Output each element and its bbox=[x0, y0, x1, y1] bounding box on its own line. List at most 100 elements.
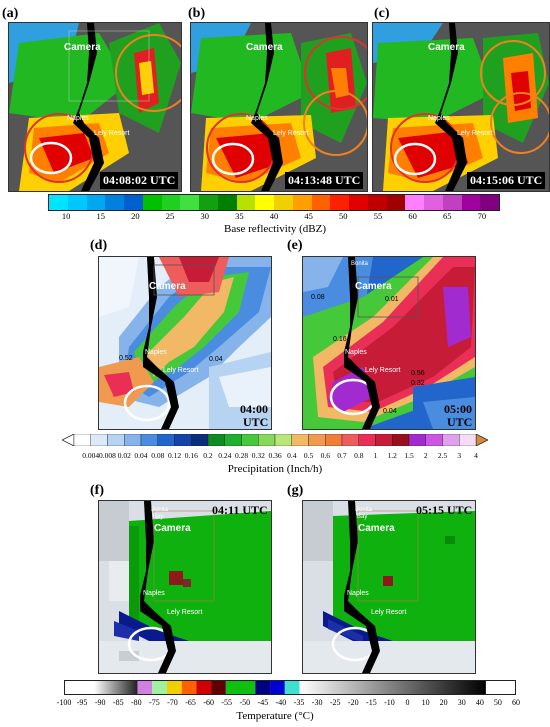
map-label-bonita-e: Bonita bbox=[351, 261, 369, 267]
map-label-lely-b: Lely Resort bbox=[273, 130, 308, 137]
precip-swatch bbox=[325, 434, 343, 446]
reflectivity-tick-label: 60 bbox=[408, 211, 417, 221]
reflectivity-tick-label: 50 bbox=[339, 211, 348, 221]
reflectivity-swatch bbox=[367, 195, 387, 210]
precip-swatch bbox=[73, 434, 91, 446]
map-label-bay-g: Bay bbox=[357, 514, 367, 520]
map-label-naples-g: Naples bbox=[347, 590, 369, 597]
timestamp-g: 05:15 UTC bbox=[416, 503, 473, 517]
precip-swatch bbox=[392, 434, 410, 446]
precip-tick-label: 0.04 bbox=[134, 451, 148, 460]
temp-band-navy bbox=[255, 681, 271, 694]
precip-tick-label: 0.08 bbox=[151, 451, 165, 460]
reflectivity-swatch bbox=[330, 195, 349, 210]
reflectivity-tick-label: 45 bbox=[304, 211, 313, 221]
reflectivity-swatch bbox=[461, 195, 481, 210]
map-label-camera-a: Camera bbox=[64, 42, 101, 53]
reflectivity-swatch bbox=[405, 195, 424, 210]
precip-swatch bbox=[358, 434, 376, 446]
precip-value-label: 0.16 bbox=[333, 336, 347, 343]
temp-band-darkred bbox=[211, 681, 226, 694]
temp-tick-label: -80 bbox=[130, 698, 142, 707]
reflectivity-tick-label: 65 bbox=[443, 211, 452, 221]
reflectivity-swatch bbox=[105, 195, 124, 210]
panel-label-e: (e) bbox=[287, 238, 303, 253]
reflectivity-swatch bbox=[67, 195, 87, 210]
precip-tick-label: 0.4 bbox=[287, 451, 297, 460]
map-label-naples-a: Naples bbox=[67, 115, 89, 122]
temp-tick-label: 20 bbox=[439, 698, 448, 707]
timestamp-e-line1: 05:00 bbox=[444, 402, 472, 416]
map-label-lely-f: Lely Resort bbox=[167, 609, 202, 616]
precip-swatch bbox=[140, 434, 158, 446]
precip-tick-label: 1 bbox=[373, 451, 378, 460]
temp-tick-label: -70 bbox=[167, 698, 178, 707]
reflectivity-swatch bbox=[255, 195, 274, 210]
timestamp-e-line2: UTC bbox=[447, 415, 473, 429]
precip-swatch bbox=[425, 434, 443, 446]
temp-tick-label: -95 bbox=[76, 698, 88, 707]
reflectivity-colorbar-title: Base reflectivity (dBZ) bbox=[223, 223, 327, 235]
map-label-naples-d: Naples bbox=[145, 349, 167, 356]
precip-tick-label: 0.32 bbox=[251, 451, 265, 460]
reflectivity-tick-label: 35 bbox=[235, 211, 244, 221]
temp-band-orange bbox=[181, 681, 197, 694]
temp-band-red bbox=[196, 681, 212, 694]
panel-label-d: (d) bbox=[90, 238, 108, 253]
temp-colorbar bbox=[64, 680, 516, 695]
radar-panel-b: Camera Naples Lely Resort bbox=[190, 22, 368, 192]
timestamp-a: 04:08:02 UTC bbox=[100, 172, 179, 189]
precip-tick-label: 4 bbox=[474, 451, 478, 460]
temp-tick-label: 50 bbox=[493, 698, 502, 707]
temp-tick-label: -45 bbox=[257, 698, 269, 707]
precip-swatch bbox=[124, 434, 142, 446]
map-label-naples-e: Naples bbox=[345, 349, 367, 356]
map-label-camera-g: Camera bbox=[358, 523, 395, 534]
reflectivity-swatch bbox=[124, 195, 143, 210]
precip-swatch bbox=[207, 434, 225, 446]
temp-tick-label: -55 bbox=[221, 698, 233, 707]
temp-tick-label: -30 bbox=[311, 698, 323, 707]
temp-colorbar-title: Temperature (°C) bbox=[236, 710, 314, 722]
temp-band-cyan bbox=[284, 681, 300, 694]
map-label-bonita-f: Bonita bbox=[151, 507, 169, 513]
precip-tick-label: 2 bbox=[423, 451, 428, 460]
temp-tick-label: -85 bbox=[112, 698, 124, 707]
temp-band-gray-cold bbox=[94, 681, 138, 694]
temp-band-purple bbox=[137, 681, 153, 694]
precip-value-label: 0.01 bbox=[385, 296, 399, 303]
map-label-camera-c: Camera bbox=[428, 42, 465, 53]
reflectivity-tick-label: 20 bbox=[131, 211, 140, 221]
temp-tick-label: -60 bbox=[203, 698, 214, 707]
precip-swatch bbox=[442, 434, 460, 446]
precip-tick-label: 0.6 bbox=[320, 451, 330, 460]
timestamp-d-line2: UTC bbox=[243, 415, 269, 429]
reflectivity-swatch bbox=[311, 195, 331, 210]
temp-tick-label: 10 bbox=[421, 698, 430, 707]
reflectivity-swatch bbox=[86, 195, 106, 210]
precip-swatch bbox=[174, 434, 192, 446]
precip-swatch bbox=[274, 434, 292, 446]
precip-tick-label: 3 bbox=[457, 451, 462, 460]
temp-tick-label: -15 bbox=[366, 698, 377, 707]
temp-tick-label: 0 bbox=[405, 698, 410, 707]
temp-band-green bbox=[225, 681, 256, 694]
reflectivity-tick-label: 15 bbox=[96, 211, 105, 221]
reflectivity-colorbar-swatches bbox=[48, 194, 500, 211]
map-label-camera-f: Camera bbox=[154, 523, 191, 534]
map-label-naples-b: Naples bbox=[246, 115, 268, 122]
reflectivity-swatch bbox=[349, 195, 368, 210]
radar-panel-c: Camera Naples Lely Resort bbox=[372, 22, 550, 192]
temp-tick-label: 60 bbox=[512, 698, 520, 707]
temp-tick-label: -40 bbox=[275, 698, 287, 707]
precip-colorbar-ticks: 0.004 0.008 0.02 0.04 0.08 0.12 0.16 0.2 0.24 0.2… bbox=[74, 451, 478, 462]
radar-panel-a: Camera Naples Lely Resort bbox=[8, 22, 182, 192]
panel-label-g: (g) bbox=[287, 483, 304, 498]
precip-swatch bbox=[157, 434, 175, 446]
precip-tick-label: 2.5 bbox=[437, 451, 448, 460]
temp-tick-label: -10 bbox=[384, 698, 395, 707]
precip-tick-label: 0.12 bbox=[167, 451, 182, 460]
precip-panel-d: Camera Naples Lely Resort 0.52 0.04 bbox=[98, 256, 272, 430]
precip-panel-e: Camera Bonita Naples Lely Resort 0.08 0.… bbox=[302, 256, 476, 430]
temp-band-blue bbox=[270, 681, 285, 694]
